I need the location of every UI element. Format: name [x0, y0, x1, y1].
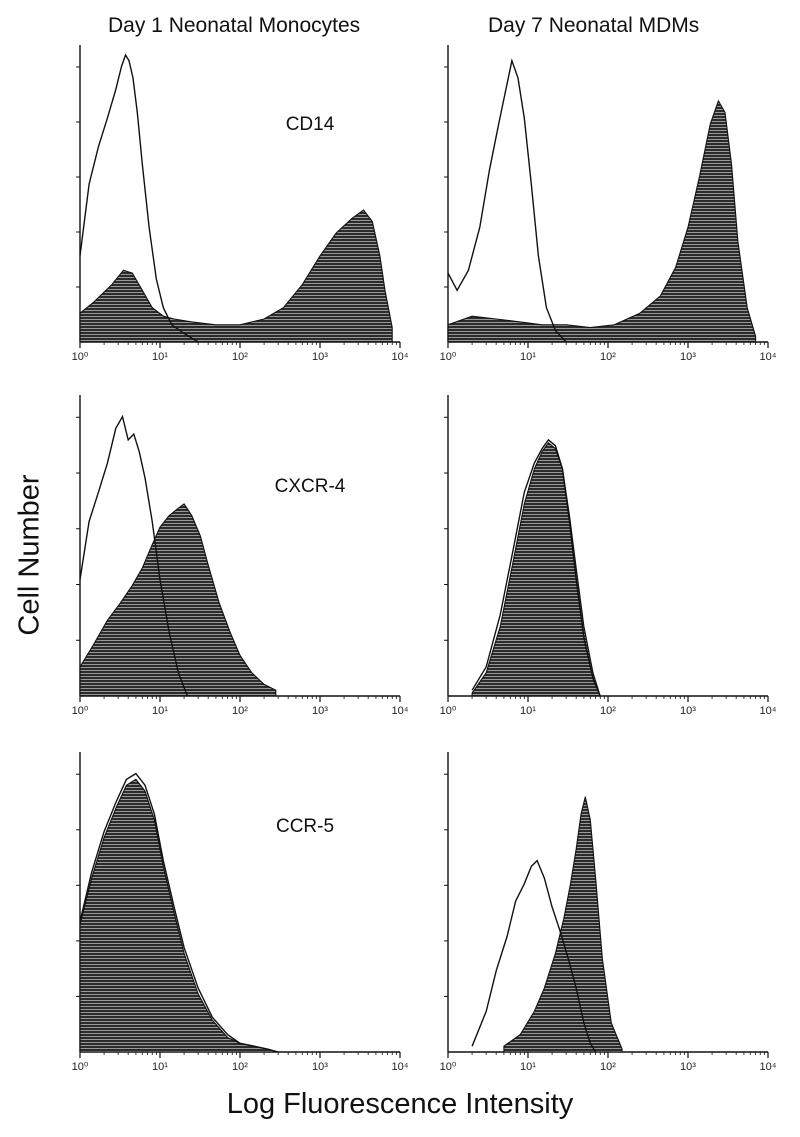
stained-histogram: [447, 99, 757, 343]
x-tick-label: 10³: [680, 705, 696, 717]
x-tick-label: 10⁰: [440, 705, 457, 717]
histogram-panel-cd14-0: 10⁰ 10¹ 10² 10³ 10⁴ CD14: [72, 45, 409, 363]
histogram-panel-cd14-1: 10⁰ 10¹ 10² 10³ 10⁴: [440, 45, 777, 363]
control-histogram: [471, 438, 601, 697]
control-histogram: [471, 859, 597, 1053]
marker-label: CCR-5: [276, 816, 334, 837]
x-tick-label: 10¹: [520, 705, 536, 717]
x-tick-label: 10⁴: [760, 351, 777, 363]
x-tick-label: 10³: [680, 1061, 696, 1073]
x-tick-label: 10¹: [152, 1061, 168, 1073]
x-tick-label: 10³: [680, 351, 696, 363]
x-tick-label: 10¹: [152, 351, 168, 363]
histogram-panel-ccr-5-4: 10⁰ 10¹ 10² 10³ 10⁴ CCR-5: [72, 752, 409, 1073]
x-axis-label: Log Fluorescence Intensity: [226, 1088, 574, 1120]
control-histogram: [79, 772, 279, 1053]
x-tick-label: 10³: [312, 1061, 328, 1073]
histogram-panel-unlabeled-3: 10⁰ 10¹ 10² 10³ 10⁴: [440, 395, 777, 717]
stained-histogram: [79, 209, 393, 343]
x-tick-label: 10⁰: [440, 351, 457, 363]
x-tick-label: 10⁰: [72, 705, 89, 717]
control-histogram: [447, 58, 567, 343]
stained-histogram: [503, 796, 623, 1053]
x-tick-label: 10³: [312, 705, 328, 717]
x-tick-label: 10⁴: [392, 705, 409, 717]
x-tick-label: 10²: [232, 705, 248, 717]
x-tick-label: 10⁰: [72, 351, 89, 363]
x-tick-label: 10²: [600, 705, 616, 717]
x-tick-label: 10²: [600, 1061, 616, 1073]
column-title-day1: Day 1 Neonatal Monocytes: [108, 14, 361, 37]
marker-label: CXCR-4: [275, 476, 346, 497]
histogram-panel-unlabeled-5: 10⁰ 10¹ 10² 10³ 10⁴: [440, 752, 777, 1073]
x-tick-label: 10⁰: [72, 1061, 89, 1073]
stained-histogram: [79, 503, 277, 697]
x-tick-label: 10³: [312, 351, 328, 363]
x-tick-label: 10⁴: [392, 351, 409, 363]
control-histogram: [79, 53, 199, 343]
x-tick-label: 10²: [232, 1061, 248, 1073]
x-tick-label: 10⁴: [392, 1061, 409, 1073]
stained-histogram: [471, 441, 601, 697]
stained-histogram: [79, 778, 279, 1053]
x-tick-label: 10²: [232, 351, 248, 363]
x-tick-label: 10¹: [152, 705, 168, 717]
control-histogram: [79, 414, 189, 697]
histogram-panel-cxcr-4-2: 10⁰ 10¹ 10² 10³ 10⁴ CXCR-4: [72, 395, 409, 717]
x-tick-label: 10²: [600, 351, 616, 363]
x-tick-label: 10¹: [520, 351, 536, 363]
x-tick-label: 10⁴: [760, 705, 777, 717]
marker-label: CD14: [286, 114, 335, 135]
column-title-day7: Day 7 Neonatal MDMs: [488, 14, 700, 37]
x-tick-label: 10⁰: [440, 1061, 457, 1073]
x-tick-label: 10¹: [520, 1061, 536, 1073]
x-tick-label: 10⁴: [760, 1061, 777, 1073]
